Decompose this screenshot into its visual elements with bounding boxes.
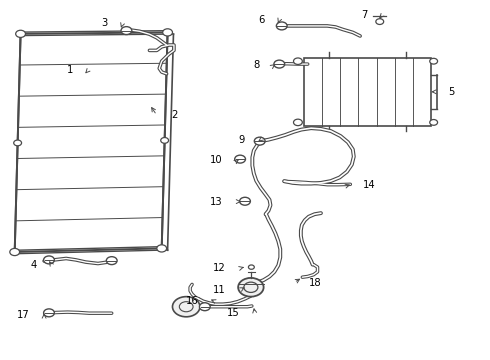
Circle shape — [172, 297, 200, 317]
Circle shape — [44, 309, 54, 317]
Circle shape — [294, 119, 302, 126]
Circle shape — [16, 30, 25, 37]
Text: 11: 11 — [213, 285, 225, 295]
Text: 1: 1 — [67, 65, 74, 75]
Text: 3: 3 — [101, 18, 108, 28]
Circle shape — [157, 245, 167, 252]
Text: 10: 10 — [210, 155, 223, 165]
Text: 13: 13 — [210, 197, 223, 207]
Circle shape — [254, 137, 265, 145]
Text: 16: 16 — [186, 296, 198, 306]
Circle shape — [430, 120, 438, 125]
Circle shape — [44, 256, 54, 264]
Text: 8: 8 — [253, 60, 260, 70]
Circle shape — [163, 29, 172, 36]
Text: 5: 5 — [448, 87, 455, 97]
Text: 7: 7 — [361, 10, 368, 20]
Text: 17: 17 — [17, 310, 29, 320]
Circle shape — [121, 27, 132, 35]
Text: 4: 4 — [30, 260, 37, 270]
Text: 15: 15 — [227, 308, 240, 318]
Circle shape — [276, 22, 287, 30]
Circle shape — [248, 265, 254, 269]
Bar — [304, 58, 431, 126]
Circle shape — [376, 19, 384, 24]
Text: 2: 2 — [172, 110, 178, 120]
Text: 6: 6 — [258, 15, 265, 25]
Circle shape — [240, 197, 250, 205]
Circle shape — [238, 278, 264, 297]
Circle shape — [235, 155, 245, 163]
Circle shape — [161, 138, 169, 143]
Circle shape — [106, 257, 117, 265]
Text: 18: 18 — [309, 278, 321, 288]
Text: 9: 9 — [239, 135, 245, 145]
Text: 12: 12 — [213, 263, 225, 273]
Circle shape — [199, 303, 210, 311]
Circle shape — [10, 248, 20, 256]
Circle shape — [14, 140, 22, 146]
Text: 14: 14 — [363, 180, 375, 190]
Circle shape — [294, 58, 302, 64]
Circle shape — [430, 58, 438, 64]
Circle shape — [274, 60, 285, 68]
